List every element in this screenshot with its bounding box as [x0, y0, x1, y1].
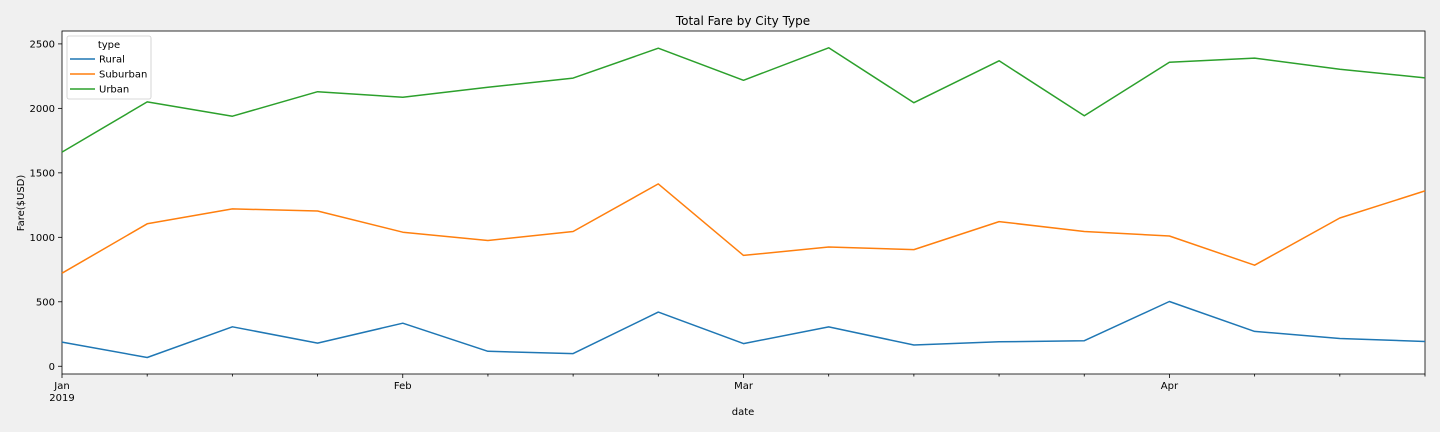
x-tick-label: Jan	[53, 381, 69, 392]
series-line-suburban	[61, 183, 1426, 274]
series-line-rural	[61, 300, 1426, 359]
y-axis-label: Fare($USD)	[16, 175, 27, 232]
series-lines	[61, 47, 1426, 359]
x-axis-label: date	[732, 407, 755, 418]
x-tick-sublabel: 2019	[49, 393, 74, 404]
y-tick-label: 500	[36, 297, 55, 308]
legend-box	[66, 35, 152, 100]
x-tick-label: Apr	[1161, 381, 1179, 392]
y-tick-label: 1500	[30, 168, 55, 179]
y-tick-label: 0	[49, 362, 55, 373]
plot-area	[61, 30, 1426, 375]
legend-label-suburban: Suburban	[99, 70, 147, 81]
y-tick-label: 2000	[30, 104, 55, 115]
y-tick-label: 1000	[30, 233, 55, 244]
series-line-urban	[61, 47, 1426, 153]
y-axis: 0 500 1000 1500 2000 2500	[30, 39, 62, 373]
legend-title: type	[98, 40, 120, 51]
x-tick-label: Mar	[734, 381, 754, 392]
legend: type Rural Suburban Urban	[66, 35, 152, 100]
chart-title: Total Fare by City Type	[675, 14, 810, 28]
legend-label-rural: Rural	[99, 55, 125, 66]
x-tick-label: Feb	[394, 381, 412, 392]
legend-label-urban: Urban	[99, 85, 129, 96]
y-tick-label: 2500	[30, 39, 55, 50]
